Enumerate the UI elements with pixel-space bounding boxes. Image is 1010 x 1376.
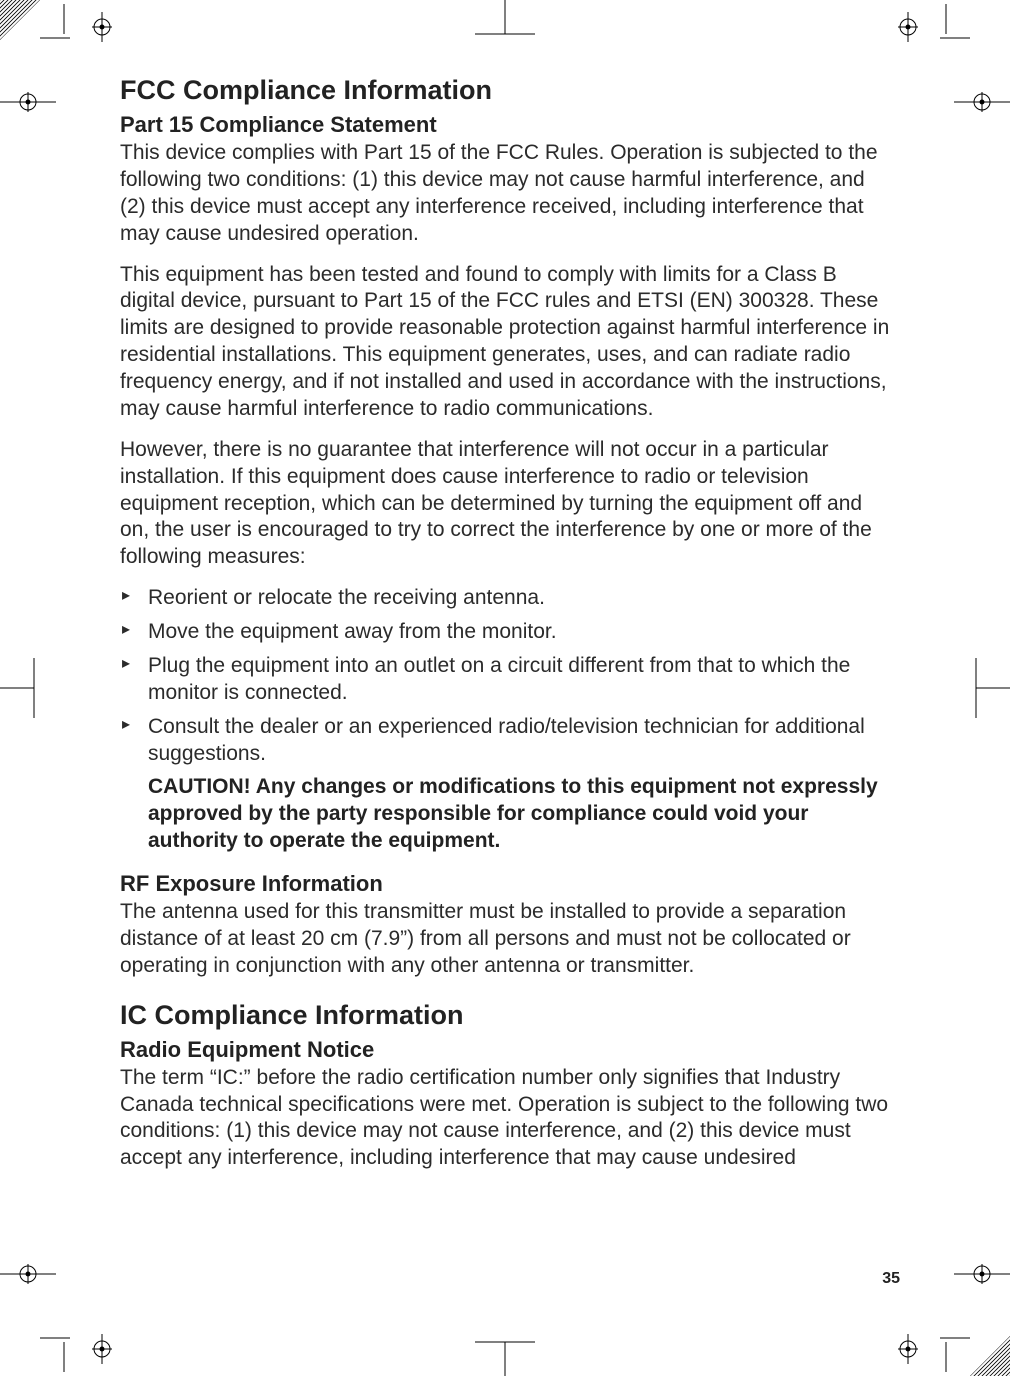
registration-target-bottom-right-icon bbox=[896, 1334, 920, 1364]
registration-target-left-bottom-icon bbox=[0, 1262, 56, 1286]
registration-target-right-bottom-icon bbox=[954, 1262, 1010, 1286]
part15-heading: Part 15 Compliance Statement bbox=[120, 112, 890, 138]
center-tick-top-icon bbox=[469, 0, 541, 42]
part15-bullets: Reorient or relocate the receiving anten… bbox=[120, 585, 890, 767]
crop-corner-bottom-right-icon bbox=[922, 1324, 970, 1372]
radio-para: The term “IC:” before the radio certific… bbox=[120, 1065, 890, 1173]
hatch-top-left-icon bbox=[0, 0, 40, 40]
center-tick-bottom-icon bbox=[469, 1334, 541, 1376]
bullet-item: Move the equipment away from the monitor… bbox=[120, 619, 890, 646]
hatch-bottom-right-icon bbox=[970, 1336, 1010, 1376]
page-number: 35 bbox=[882, 1270, 900, 1288]
center-tick-left-icon bbox=[0, 652, 42, 724]
crop-corner-top-right-icon bbox=[922, 4, 970, 52]
rf-heading: RF Exposure Information bbox=[120, 871, 890, 897]
page-content: FCC Compliance Information Part 15 Compl… bbox=[120, 75, 890, 1186]
bullet-item: Reorient or relocate the receiving anten… bbox=[120, 585, 890, 612]
crop-corner-bottom-left-icon bbox=[40, 1324, 88, 1372]
ic-heading: IC Compliance Information bbox=[120, 1000, 890, 1031]
registration-target-bottom-left-icon bbox=[90, 1334, 114, 1364]
registration-target-left-top-icon bbox=[0, 90, 56, 114]
part15-para3: However, there is no guarantee that inte… bbox=[120, 437, 890, 571]
rf-para: The antenna used for this transmitter mu… bbox=[120, 899, 890, 980]
center-tick-right-icon bbox=[968, 652, 1010, 724]
registration-target-top-right-icon bbox=[896, 12, 920, 42]
radio-heading: Radio Equipment Notice bbox=[120, 1037, 890, 1063]
part15-para1: This device complies with Part 15 of the… bbox=[120, 140, 890, 248]
part15-para2: This equipment has been tested and found… bbox=[120, 262, 890, 423]
bullet-item: Consult the dealer or an experienced rad… bbox=[120, 714, 890, 768]
registration-target-right-top-icon bbox=[954, 90, 1010, 114]
fcc-heading: FCC Compliance Information bbox=[120, 75, 890, 106]
part15-caution: CAUTION! Any changes or modifications to… bbox=[148, 774, 890, 855]
bullet-item: Plug the equipment into an outlet on a c… bbox=[120, 653, 890, 707]
crop-corner-top-left-icon bbox=[40, 4, 88, 52]
registration-target-top-left-icon bbox=[90, 12, 114, 42]
